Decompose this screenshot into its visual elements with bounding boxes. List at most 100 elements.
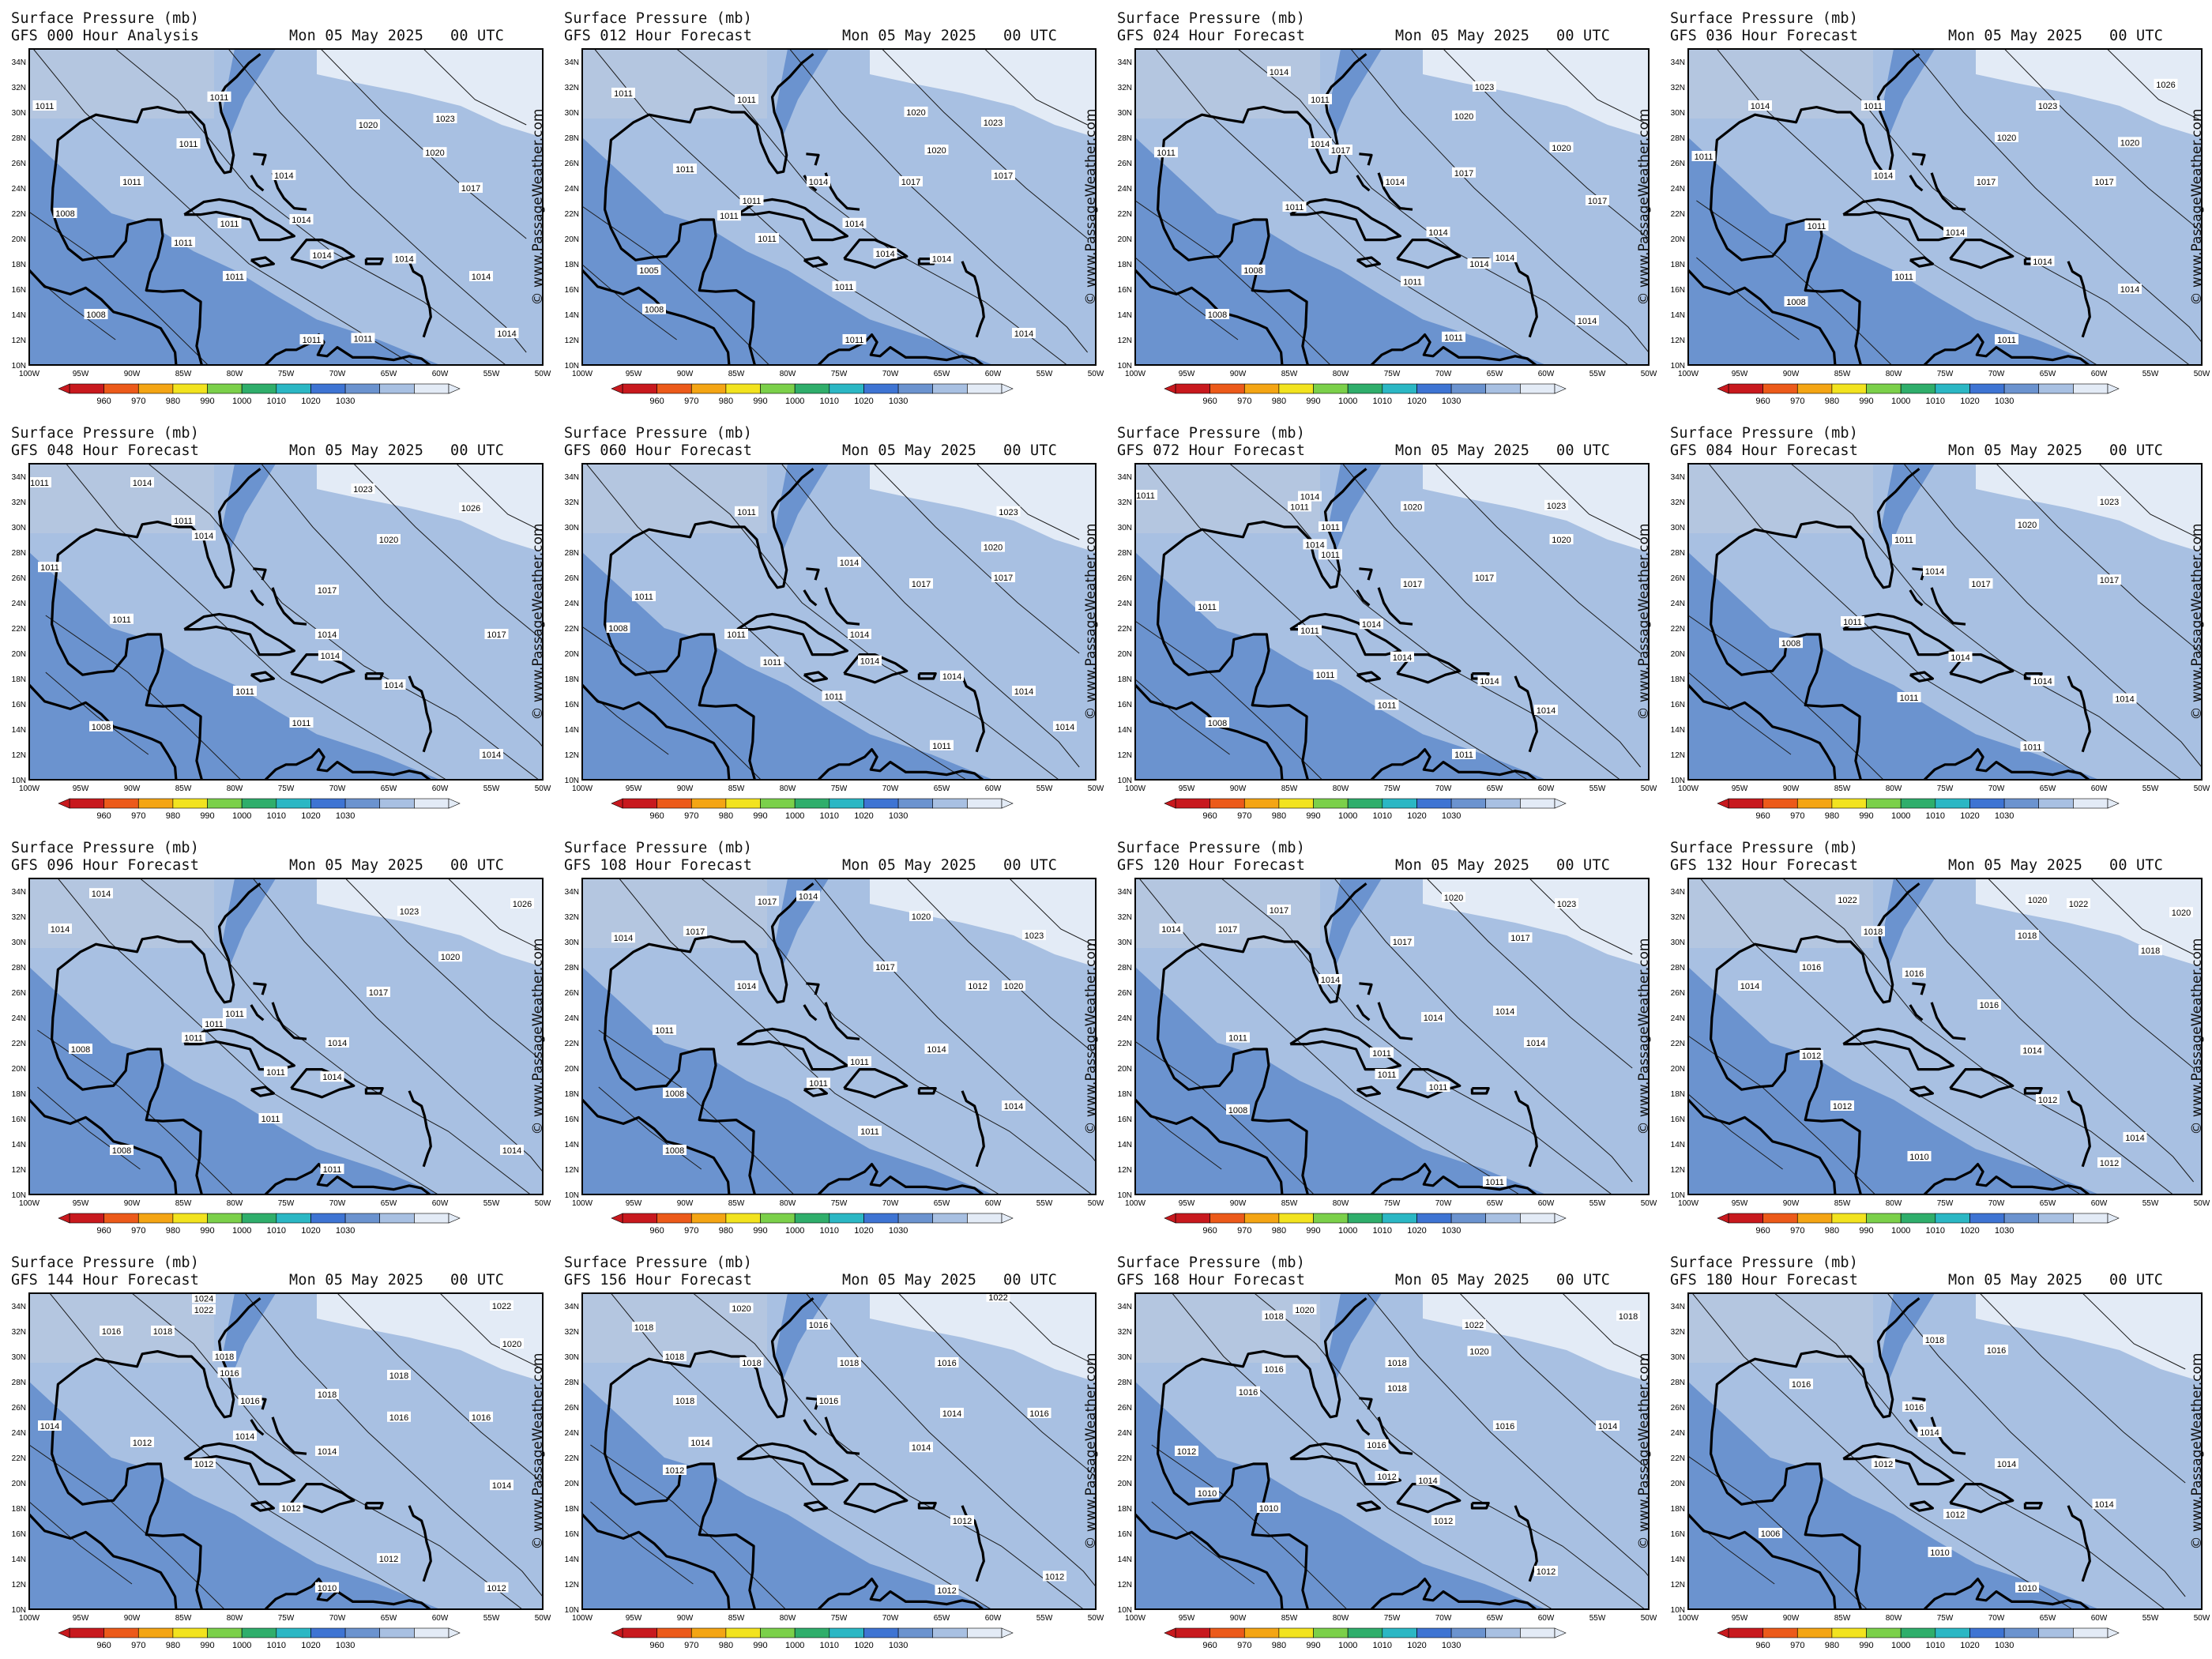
lat-tick-label: 26N [1118,1404,1132,1413]
forecast-hour-label: GFS 024 Hour Forecast [1117,28,1306,44]
lon-tick-label: 80W [227,1614,243,1623]
lon-tick-label: 95W [1732,784,1748,793]
isobar-label: 1023 [400,908,419,917]
lon-tick-label: 75W [831,784,848,793]
isobar-line-5 [37,1029,233,1194]
lon-tick-label: 65W [381,1614,397,1623]
coastline-hispaniola [843,653,908,684]
colorbar-segment [1520,1627,1556,1638]
isobar-line-5 [1696,200,1892,365]
map-frame [1687,48,2203,366]
lat-tick-label: 34N [1671,1303,1685,1311]
lon-tick-label: 60W [432,1199,449,1208]
forecast-cycle: 00 UTC [1556,28,1611,44]
isobar-label: 1012 [665,1466,684,1476]
colorbar-tick-label: 1000 [785,397,804,406]
lon-tick-label: 85W [175,1614,192,1623]
pressure-field-1020-1030 [317,1293,543,1382]
coastline-pacific [29,683,178,780]
lon-tick-label: 60W [2091,784,2108,793]
colorbar-segment [172,1627,208,1638]
isobar-label: 1014 [1946,228,1965,238]
isobar-label: 1023 [999,508,1018,517]
colorbar-tick-label: 980 [719,811,733,821]
forecast-panel-120: Surface Pressure (mb) GFS 120 Hour Foreca… [1106,830,1659,1244]
isobar-label-bg [69,1044,92,1054]
lat-tick-label: 30N [12,1353,26,1362]
coastline-bahamas2 [1356,589,1371,607]
colorbar-segment [69,1627,104,1638]
lon-tick-label: 90W [1783,370,1800,378]
isobar-label: 1011 [737,96,756,105]
isobar-label: 1020 [359,121,378,130]
colorbar-tick-label: 1010 [267,397,286,406]
coastline-bahamas3 [1930,587,1966,626]
colorbar-segment [1969,1627,2005,1638]
colorbar-segment [1728,798,1763,809]
isobar-label: 1020 [912,912,931,922]
isobar-label: 1008 [1208,719,1227,728]
isobar-line-2 [1912,49,2202,343]
lon-tick-label: 85W [1281,784,1298,793]
isobar-line-6 [1688,672,1792,755]
map-frame [28,878,544,1195]
coastline-antilles [2067,1505,2091,1582]
coastline-jamaica [1356,1500,1381,1512]
isobar-label: 1011 [1378,702,1397,711]
colorbar-tick-label: 960 [1755,397,1770,406]
isobar-label-bg [1544,499,1568,510]
panel-title: Surface Pressure (mb) [1670,10,1859,27]
isobar-label-bg [642,303,666,314]
isobar-label-bg [2030,675,2055,687]
isobar-label-bg [2036,100,2060,111]
colorbar-segment [1797,1627,1833,1638]
colorbar-low-arrow [58,1213,70,1224]
isobar-label: 1011 [174,239,193,248]
lon-tick-label: 100W [572,1199,593,1208]
colorbar-high-arrow [1001,1213,1014,1224]
map-area: 1014101410231026102010171011101110111008… [29,878,543,1194]
isobar-line-0 [49,1293,431,1609]
lat-tick-label: 18N [12,1505,26,1514]
pressure-field-1000-1010-north [1881,1293,1935,1382]
lat-tick-label: 28N [1118,134,1132,143]
isobar-line-6 [1135,257,1239,340]
isobar-label: 1017 [875,963,894,972]
isobar-label: 1014 [1874,171,1893,181]
coastline-gulf [608,882,814,1004]
isobar-line-5 [1135,1040,1315,1194]
lat-tick-label: 10N [12,777,26,785]
isobar-label-bg [1452,167,1476,178]
isobar-label: 1017 [1270,906,1288,916]
isobar-line-1 [693,1293,1084,1609]
land-usa-overlay [1688,49,1873,118]
land-usa-overlay [29,49,214,118]
isobar-label: 1010 [318,1584,337,1593]
colorbar-tick-label: 960 [1202,397,1217,406]
lon-tick-label: 80W [1333,1614,1349,1623]
lon-tick-label: 55W [2142,784,2159,793]
lat-tick-label: 16N [12,286,26,295]
isobar-label: 1020 [1454,112,1473,122]
coastline-cuba [183,612,295,656]
isobar-label: 1011 [184,1034,203,1044]
lon-tick-label: 70W [882,370,899,378]
isobar-label: 1017 [1218,925,1237,935]
coastline-antilles [408,261,432,338]
lat-tick-label: 32N [12,84,26,92]
isobar-label: 1022 [2069,900,2088,909]
isobar-label-bg [1835,894,1860,905]
coastline-antilles [961,261,985,338]
isobar-label-bg [632,1322,656,1333]
credit-text: © www.PassageWeather.com [530,938,546,1135]
forecast-cycle: 00 UTC [1556,442,1611,459]
colorbar-tick-label: 1020 [854,1641,873,1650]
isobar-label-bg [837,1357,861,1367]
isobar-label-bg [1442,892,1465,902]
coastline-hispaniola [1396,239,1462,269]
land-usa-overlay [1688,878,1873,948]
colorbar-segment [344,1627,381,1638]
colorbar-segment [760,383,796,394]
isobar-line-5 [29,211,209,365]
